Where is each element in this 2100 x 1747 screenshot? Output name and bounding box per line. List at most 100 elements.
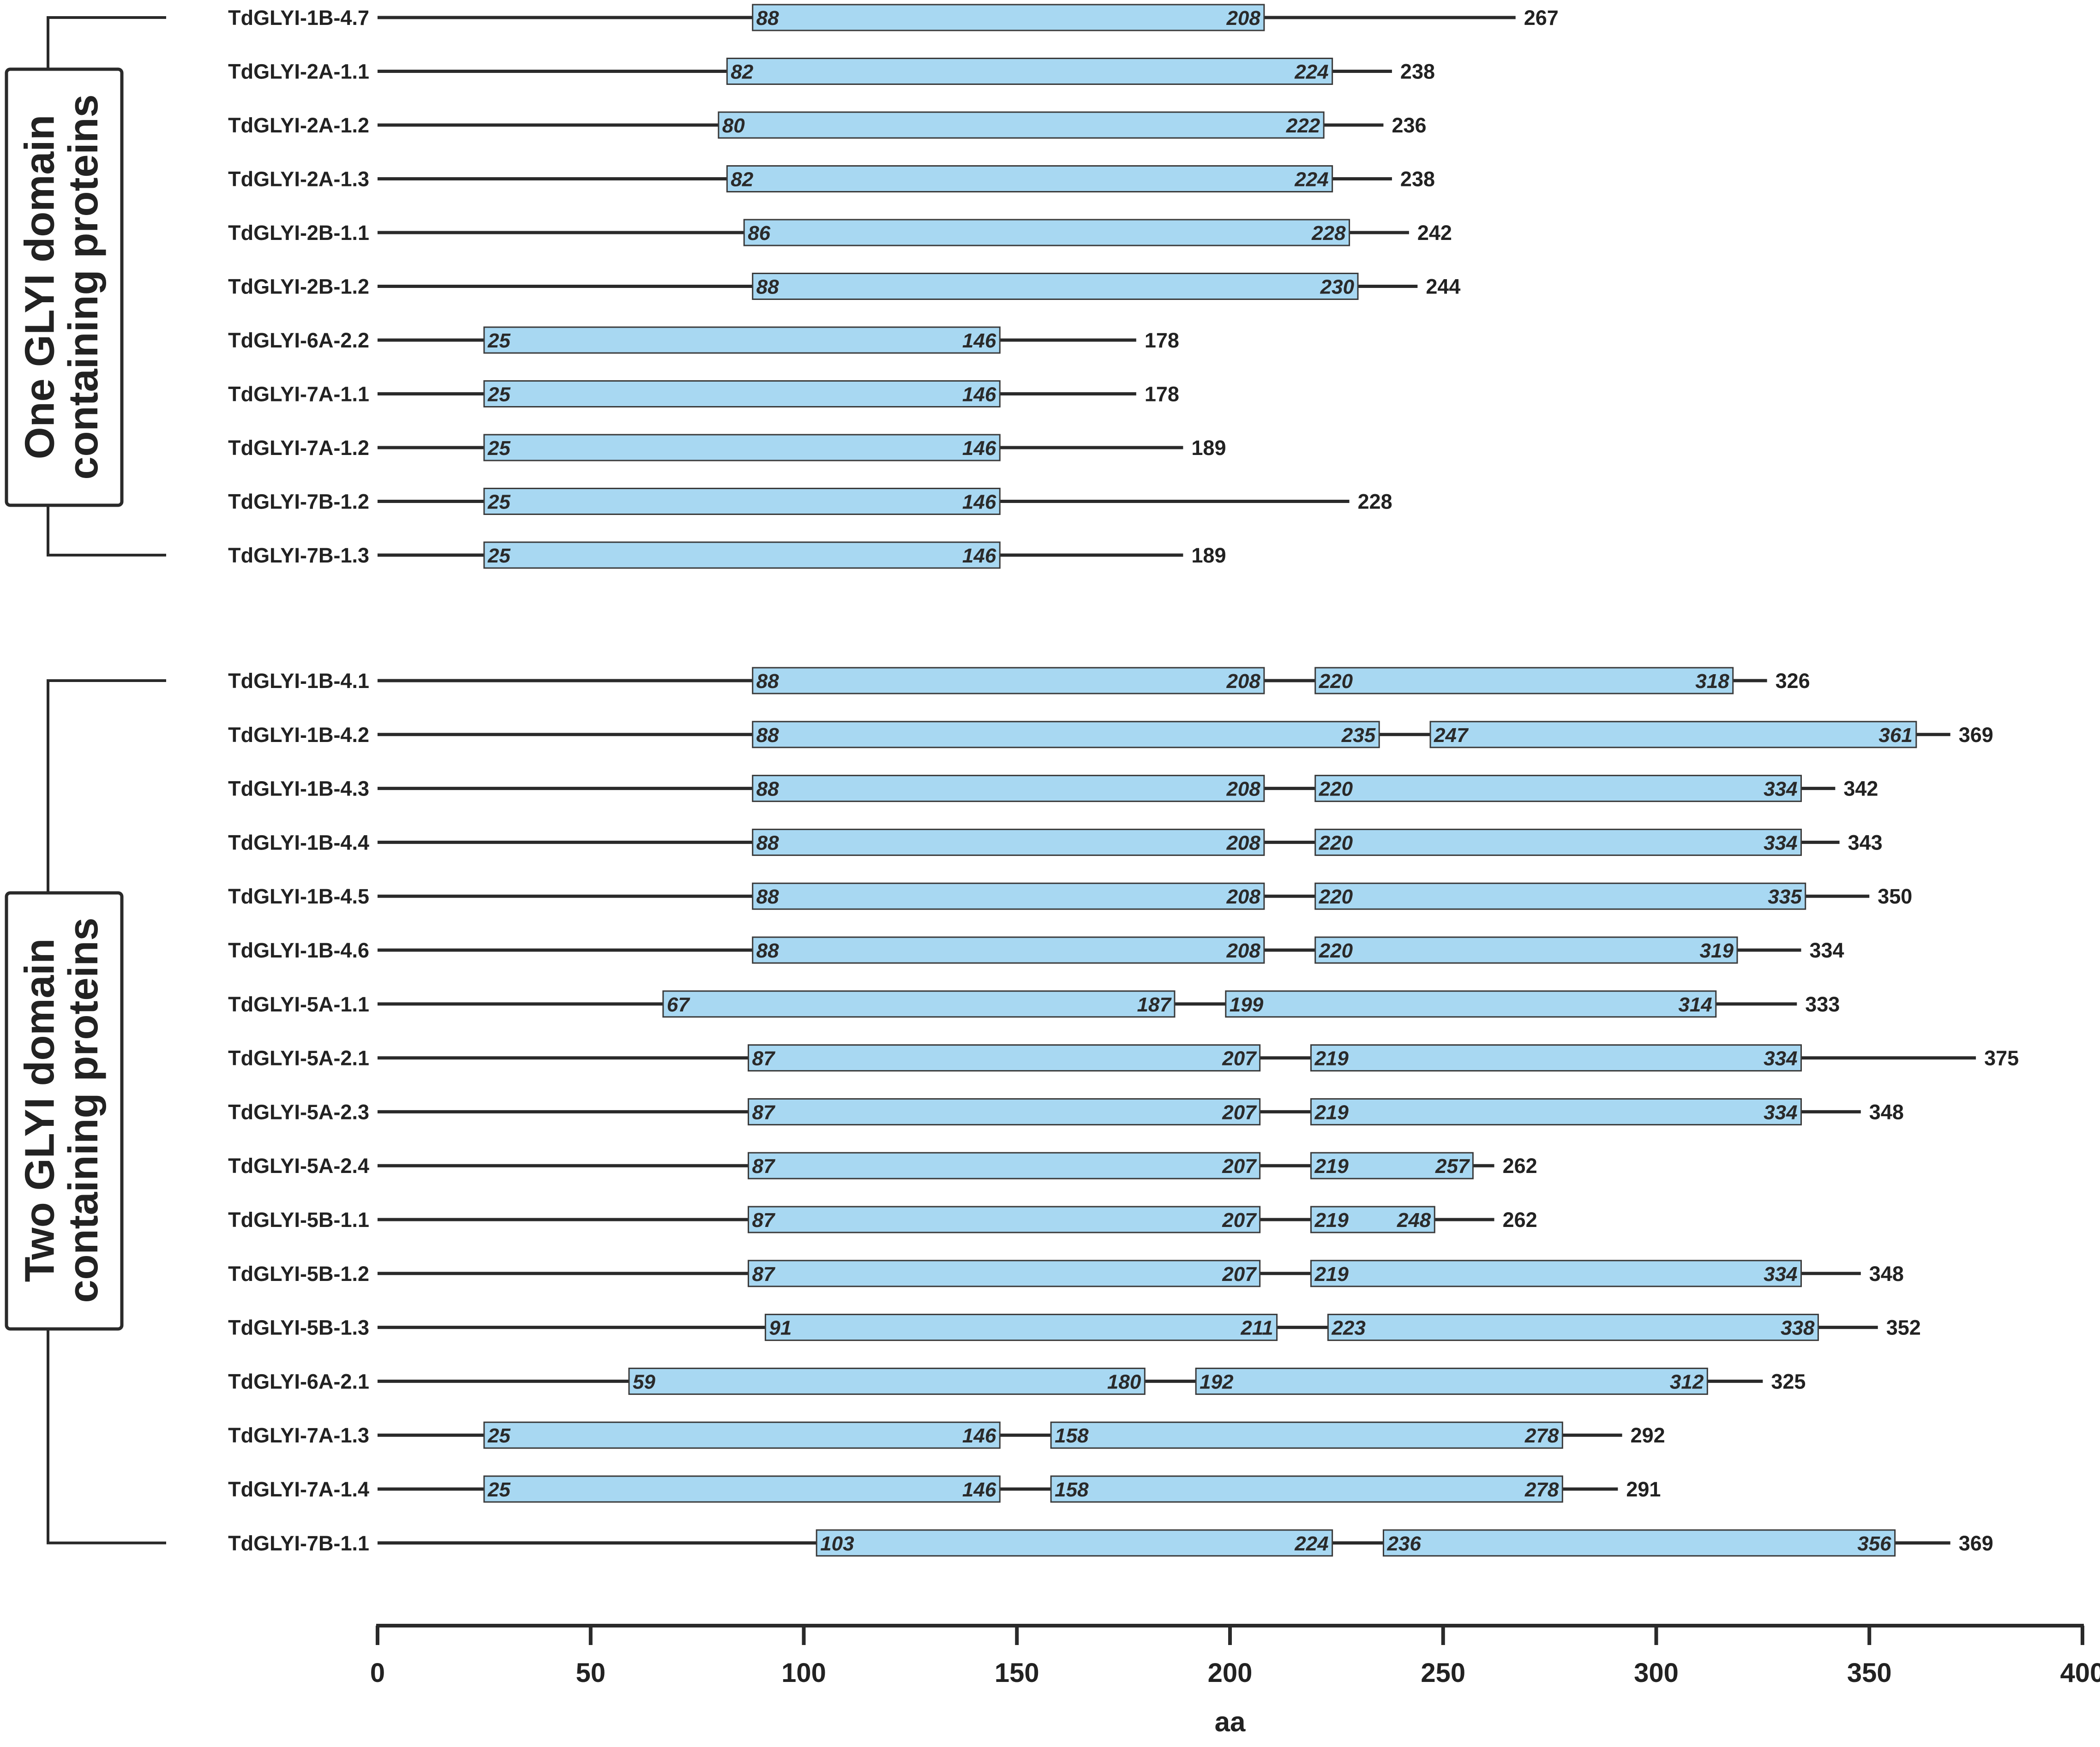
protein-length-label: 352	[1886, 1316, 1921, 1340]
glyi-domain-bar	[1314, 936, 1738, 964]
glyi-domain-bar	[1314, 828, 1802, 856]
domain-start-label: 219	[1314, 1101, 1349, 1124]
protein-length-label: 342	[1843, 777, 1878, 801]
domain-start-label: 82	[731, 61, 753, 84]
protein-length-label: 228	[1358, 490, 1392, 514]
domain-start-label: 82	[731, 168, 753, 191]
domain-end-label: 314	[1678, 993, 1712, 1016]
protein-row: TdGLYI-2A-1.1 82 224 238	[228, 58, 1435, 85]
protein-length-label: 333	[1805, 993, 1840, 1016]
protein-row: TdGLYI-5A-2.3 87 207 219 334 348	[228, 1098, 1904, 1125]
x-axis-title: aa	[1215, 1706, 1246, 1737]
domain-end-label: 208	[1226, 670, 1260, 693]
domain-start-label: 220	[1319, 832, 1353, 854]
protein-row: TdGLYI-2B-1.1 86 228 242	[228, 219, 1452, 246]
domain-end-label: 334	[1764, 1263, 1797, 1286]
domain-start-label: 25	[487, 329, 510, 352]
x-tick-label: 250	[1421, 1658, 1465, 1688]
glyi-domain-bar	[752, 4, 1265, 31]
glyi-domain-bar	[1310, 1044, 1802, 1072]
protein-name: TdGLYI-2A-1.3	[228, 168, 369, 191]
domain-start-label: 236	[1386, 1532, 1421, 1555]
domain-end-label: 207	[1222, 1263, 1257, 1286]
domain-end-label: 224	[1294, 1532, 1328, 1555]
protein-length-label: 262	[1503, 1208, 1537, 1232]
domain-end-label: 356	[1857, 1532, 1891, 1555]
domain-start-label: 220	[1319, 939, 1353, 962]
domain-end-label: 146	[962, 437, 996, 460]
x-tick-label: 400	[2060, 1658, 2100, 1688]
protein-name: TdGLYI-2B-1.1	[228, 221, 369, 245]
x-tick-label: 200	[1208, 1658, 1253, 1688]
domain-end-label: 208	[1226, 7, 1260, 30]
domain-start-label: 87	[752, 1155, 775, 1178]
domain-start-label: 25	[487, 1478, 510, 1501]
domain-end-label: 334	[1764, 1047, 1797, 1070]
glyi-domain-bar	[752, 721, 1380, 748]
domain-start-label: 192	[1200, 1370, 1234, 1393]
x-axis: 0 50 100 150 200 250 300 350 400 aa	[370, 1624, 2100, 1737]
protein-length-label: 178	[1145, 383, 1179, 406]
protein-name: TdGLYI-5A-2.4	[228, 1154, 369, 1178]
glyi-domain-bar	[752, 828, 1265, 856]
domain-end-label: 208	[1226, 939, 1260, 962]
domain-end-label: 334	[1764, 1101, 1797, 1124]
group-label-line2: containing proteins	[60, 917, 107, 1303]
protein-name: TdGLYI-7A-1.3	[228, 1424, 369, 1447]
x-tick-label: 150	[995, 1658, 1039, 1688]
glyi-domain-bar	[1050, 1475, 1563, 1503]
domain-end-label: 230	[1320, 276, 1355, 299]
domain-end-label: 361	[1878, 724, 1912, 747]
protein-row: TdGLYI-7A-1.2 25 146 189	[228, 434, 1226, 461]
domain-end-label: 319	[1700, 939, 1734, 962]
glyi-domain-bar	[1429, 721, 1917, 748]
glyi-domain-bar	[628, 1367, 1146, 1395]
protein-row: TdGLYI-5A-2.1 87 207 219 334 375	[228, 1044, 2019, 1072]
protein-length-label: 348	[1869, 1100, 1904, 1124]
protein-name: TdGLYI-5A-2.1	[228, 1047, 369, 1070]
glyi-domain-bar	[747, 1152, 1261, 1179]
protein-row: TdGLYI-1B-4.5 88 208 220 335 350	[228, 882, 1912, 910]
protein-row: TdGLYI-1B-4.2 88 235 247 361 369	[228, 721, 1993, 748]
domain-start-label: 247	[1434, 724, 1469, 747]
glyi-domain-bar	[1314, 667, 1734, 694]
protein-length-label: 348	[1869, 1262, 1904, 1286]
domain-start-label: 87	[752, 1263, 775, 1286]
domain-end-label: 146	[962, 544, 996, 567]
protein-name: TdGLYI-5A-1.1	[228, 993, 369, 1016]
domain-end-label: 207	[1222, 1209, 1257, 1232]
domain-end-label: 146	[962, 383, 996, 406]
protein-name: TdGLYI-7A-1.1	[228, 383, 369, 406]
domain-start-label: 88	[756, 724, 779, 747]
domain-end-label: 211	[1240, 1317, 1273, 1340]
protein-row: TdGLYI-7B-1.2 25 146 228	[228, 488, 1392, 515]
protein-length-label: 326	[1776, 669, 1810, 693]
domain-start-label: 219	[1314, 1155, 1349, 1178]
protein-length-label: 262	[1503, 1154, 1537, 1178]
domain-end-label: 208	[1226, 885, 1260, 908]
glyi-domain-bar	[752, 936, 1265, 964]
glyi-domain-bar	[752, 667, 1265, 694]
x-tick-label: 350	[1847, 1658, 1892, 1688]
glyi-domain-bar	[483, 541, 1001, 569]
domain-end-label: 257	[1435, 1155, 1470, 1178]
x-tick-label: 100	[781, 1658, 826, 1688]
domain-end-label: 224	[1294, 168, 1328, 191]
domain-start-label: 25	[487, 544, 510, 567]
group-label-line1: One GLYI domain	[17, 115, 63, 460]
glyi-domain-bar	[483, 1421, 1001, 1449]
domain-end-label: 335	[1768, 885, 1802, 908]
glyi-domain-bar	[726, 165, 1333, 192]
group-bracket-line	[47, 679, 166, 1544]
protein-name: TdGLYI-7B-1.1	[228, 1532, 369, 1555]
protein-row: TdGLYI-2A-1.2 80 222 236	[228, 111, 1427, 139]
domain-start-label: 59	[633, 1370, 655, 1393]
domain-end-label: 146	[962, 1478, 996, 1501]
domain-start-label: 158	[1055, 1424, 1089, 1447]
domain-start-label: 88	[756, 7, 779, 30]
protein-name: TdGLYI-7A-1.4	[228, 1478, 369, 1501]
protein-row: TdGLYI-2A-1.3 82 224 238	[228, 165, 1435, 192]
protein-name: TdGLYI-1B-4.3	[228, 777, 369, 801]
domain-start-label: 25	[487, 383, 510, 406]
domain-start-label: 219	[1314, 1047, 1349, 1070]
